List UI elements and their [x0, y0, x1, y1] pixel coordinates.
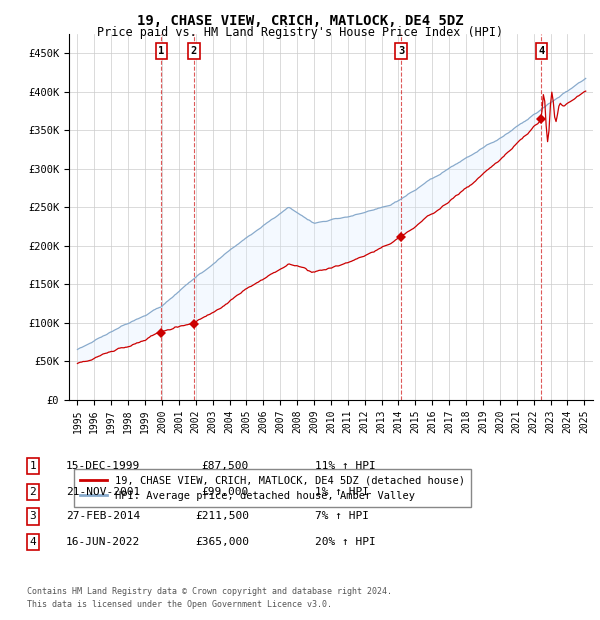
Text: 4: 4 [29, 537, 37, 547]
Text: 2: 2 [29, 487, 37, 497]
Text: 27-FEB-2014: 27-FEB-2014 [66, 512, 140, 521]
Text: 20% ↑ HPI: 20% ↑ HPI [315, 537, 376, 547]
Text: £99,000: £99,000 [202, 487, 249, 497]
Text: Price paid vs. HM Land Registry's House Price Index (HPI): Price paid vs. HM Land Registry's House … [97, 26, 503, 39]
Text: 16-JUN-2022: 16-JUN-2022 [66, 537, 140, 547]
Text: 4: 4 [538, 46, 545, 56]
Text: 7% ↑ HPI: 7% ↑ HPI [315, 512, 369, 521]
Text: 1: 1 [29, 461, 37, 471]
Legend: 19, CHASE VIEW, CRICH, MATLOCK, DE4 5DZ (detached house), HPI: Average price, de: 19, CHASE VIEW, CRICH, MATLOCK, DE4 5DZ … [74, 469, 471, 507]
Text: This data is licensed under the Open Government Licence v3.0.: This data is licensed under the Open Gov… [27, 600, 332, 609]
Text: 19, CHASE VIEW, CRICH, MATLOCK, DE4 5DZ: 19, CHASE VIEW, CRICH, MATLOCK, DE4 5DZ [137, 14, 463, 28]
Text: £365,000: £365,000 [195, 537, 249, 547]
Text: £87,500: £87,500 [202, 461, 249, 471]
Text: 3: 3 [29, 512, 37, 521]
Text: £211,500: £211,500 [195, 512, 249, 521]
Text: 1% ↑ HPI: 1% ↑ HPI [315, 487, 369, 497]
Text: 3: 3 [398, 46, 404, 56]
Text: 2: 2 [191, 46, 197, 56]
Text: 11% ↑ HPI: 11% ↑ HPI [315, 461, 376, 471]
Text: Contains HM Land Registry data © Crown copyright and database right 2024.: Contains HM Land Registry data © Crown c… [27, 587, 392, 596]
Text: 1: 1 [158, 46, 164, 56]
Text: 15-DEC-1999: 15-DEC-1999 [66, 461, 140, 471]
Text: 21-NOV-2001: 21-NOV-2001 [66, 487, 140, 497]
